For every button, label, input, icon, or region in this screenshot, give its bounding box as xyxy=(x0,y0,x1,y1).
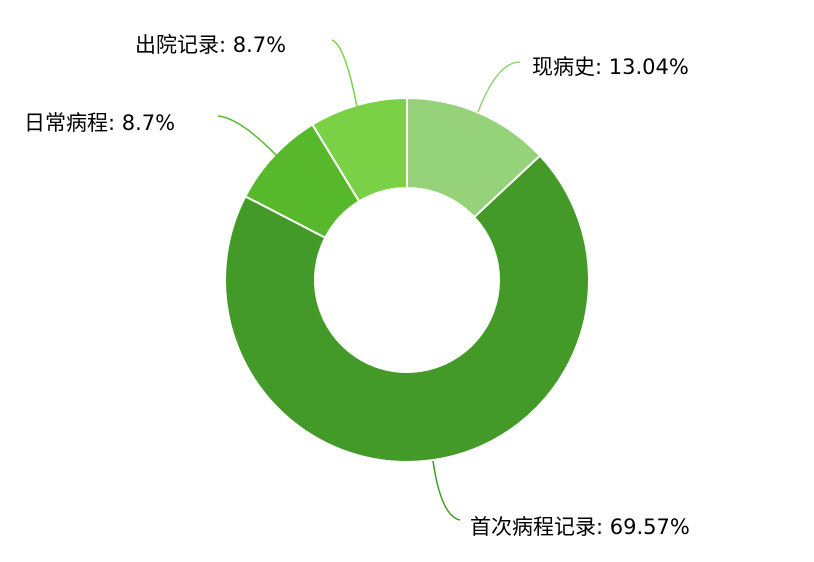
labels-layer: 现病史: 13.04% 首次病程记录: 69.57% 日常病程: 8.7% 出院记录:… xyxy=(24,33,690,539)
slices-layer xyxy=(224,96,590,463)
slice-4[interactable] xyxy=(311,96,408,203)
leader-line-1 xyxy=(477,61,521,113)
leader-lines-layer xyxy=(217,39,521,521)
leader-line-3 xyxy=(217,115,278,157)
leader-line-4 xyxy=(331,39,358,108)
leader-line-2 xyxy=(432,460,461,521)
slice-label-3: 日常病程: 8.7% xyxy=(24,111,175,135)
slice-label-2: 首次病程记录: 69.57% xyxy=(470,515,690,539)
slice-label-1: 现病史: 13.04% xyxy=(532,55,689,79)
slice-2[interactable] xyxy=(224,154,590,463)
slice-label-4: 出院记录: 8.7% xyxy=(135,33,286,57)
